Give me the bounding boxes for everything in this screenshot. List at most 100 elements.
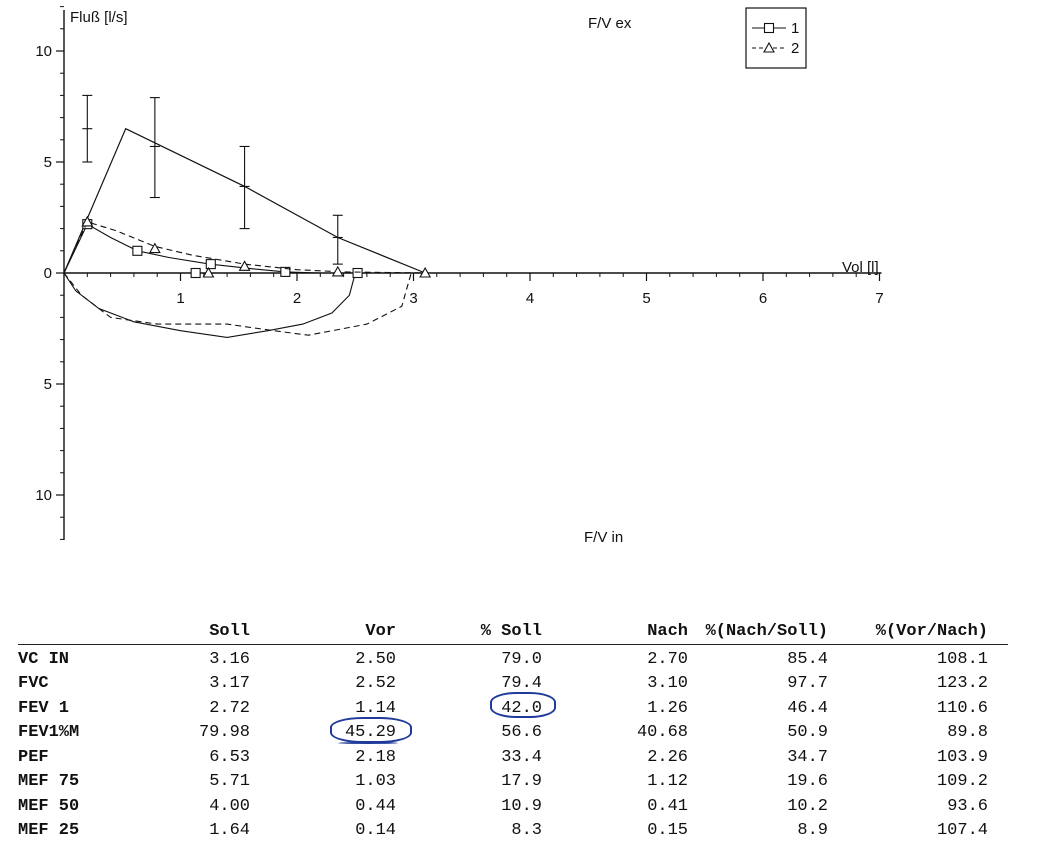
series-2-triangle-marker	[202, 266, 215, 278]
table-row: PEF 6.53 2.18 33.4 2.26 34.7 103.9	[18, 745, 1008, 770]
table-cell: 0.41	[647, 796, 688, 816]
row-label: MEF 75	[18, 772, 80, 792]
table-cell: 93.6	[947, 796, 988, 816]
series-2-triangle-marker	[419, 266, 432, 278]
x-tick-label: 4	[526, 290, 534, 307]
row-label: MEF 25	[18, 821, 80, 841]
chart-title-in: F/V in	[584, 529, 623, 546]
table-row: MEF 25 1.64 0.14 8.3 0.15 8.9 107.4	[18, 819, 1008, 844]
y-tick-label: 5	[44, 376, 52, 393]
table-cell: 33.4	[501, 747, 542, 767]
table-row: FEV1%M 79.98 45.29 56.6 40.68 50.9 89.8	[18, 721, 1008, 746]
table-cell: 10.9	[501, 796, 542, 816]
table-cell: 0.15	[647, 821, 688, 841]
table-cell: 40.68	[636, 723, 688, 743]
table-cell: 1.26	[647, 698, 688, 718]
table-cell: 89.8	[947, 723, 988, 743]
table-cell: 45.29	[344, 723, 396, 743]
x-tick-label: 2	[293, 290, 301, 307]
table-cell: 42.0	[501, 698, 542, 718]
table-cell: 50.9	[787, 723, 828, 743]
table-cell: 5.71	[209, 772, 250, 792]
flow-volume-chart: Fluß [l/s] F/V ex F/V in Vol [l] 0 5 10 5 10…	[35, 6, 884, 546]
table-cell: 107.4	[936, 821, 988, 841]
table-cell: 56.6	[501, 723, 542, 743]
table-cell: 1.12	[647, 772, 688, 792]
legend-box	[745, 7, 807, 69]
table-cell: 0.44	[355, 796, 396, 816]
series-2-triangle-marker	[331, 265, 344, 277]
x-tick-label: 6	[759, 290, 767, 307]
table-cell: 8.3	[511, 821, 542, 841]
table-cell: 123.2	[936, 674, 988, 694]
series-1-square-marker	[132, 245, 143, 256]
row-label: VC IN	[18, 649, 70, 669]
header-cell: %(Nach/Soll)	[705, 621, 828, 641]
table-cell: 109.2	[936, 772, 988, 792]
y-tick-label: 5	[44, 154, 52, 171]
row-label: PEF	[18, 747, 49, 767]
plot-area	[63, 94, 432, 338]
table-cell: 8.9	[797, 821, 828, 841]
header-cell: Soll	[209, 621, 250, 641]
table-cell: 97.7	[787, 674, 828, 694]
chart-title-ex: F/V ex	[588, 15, 632, 32]
x-axis-label: Vol [l]	[842, 259, 879, 276]
table-cell: 46.4	[787, 698, 828, 718]
series-2-triangle-marker	[238, 260, 251, 271]
table-header: Soll Vor % Soll Nach %(Nach/Soll) %(Vor/…	[18, 618, 1008, 645]
row-label: MEF 50	[18, 796, 80, 816]
series-2-expiration-line	[63, 221, 426, 274]
spirometry-table: Soll Vor % Soll Nach %(Nach/Soll) %(Vor/…	[18, 618, 1008, 843]
table-cell: 2.72	[209, 698, 250, 718]
series-1-expiration-line	[63, 223, 358, 274]
y-tick-label: 10	[35, 43, 52, 60]
table-cell: 79.0	[501, 649, 542, 669]
row-label: FEV 1	[18, 698, 70, 718]
table-cell: 0.14	[355, 821, 396, 841]
table-cell: 79.98	[198, 723, 250, 743]
x-tick-label: 5	[642, 290, 650, 307]
table-cell: 2.52	[355, 674, 396, 694]
table-cell: 1.64	[209, 821, 250, 841]
series-1-square-marker	[352, 267, 363, 279]
series-2-triangle-marker	[148, 242, 161, 254]
series-1-square-marker	[190, 267, 201, 279]
series-1-inspiration-line	[63, 272, 356, 338]
y-tick-label: 10	[35, 487, 52, 504]
x-tick-label: 1	[176, 290, 184, 307]
legend-triangle-marker	[763, 41, 775, 53]
table-row: MEF 50 4.00 0.44 10.9 0.41 10.2 93.6	[18, 794, 1008, 819]
table-cell: 108.1	[936, 649, 988, 669]
table-cell: 2.70	[647, 649, 688, 669]
table-row: VC IN 3.16 2.50 79.0 2.70 85.4 108.1	[18, 647, 1008, 672]
table-cell: 2.18	[355, 747, 396, 767]
series-2-inspiration-line	[63, 272, 412, 336]
x-tick-label: 7	[875, 290, 883, 307]
table-cell: 4.00	[209, 796, 250, 816]
legend-label: 2	[791, 40, 799, 57]
series-1-square-marker	[280, 266, 291, 277]
pen-underline-annotation	[338, 742, 398, 744]
series-1-square-marker	[205, 259, 216, 270]
table-cell: 3.10	[647, 674, 688, 694]
header-cell: %(Vor/Nach)	[875, 621, 988, 641]
table-cell: 2.50	[355, 649, 396, 669]
table-cell: 10.2	[787, 796, 828, 816]
y-tick-label: 0	[44, 265, 52, 282]
table-row: MEF 75 5.71 1.03 17.9 1.12 19.6 109.2	[18, 770, 1008, 795]
table-cell: 85.4	[787, 649, 828, 669]
table-cell: 1.03	[355, 772, 396, 792]
x-tick-label: 3	[409, 290, 417, 307]
table-cell: 6.53	[209, 747, 250, 767]
table-cell: 3.17	[209, 674, 250, 694]
legend-label: 1	[791, 20, 799, 37]
table-cell: 1.14	[355, 698, 396, 718]
series-2-triangle-marker	[81, 215, 94, 227]
legend: 12	[745, 7, 807, 69]
table-row: FEV 1 2.72 1.14 42.0 1.26 46.4 110.6	[18, 696, 1008, 721]
header-cell: % Soll	[480, 621, 542, 641]
row-label: FVC	[18, 674, 49, 694]
table-cell: 79.4	[501, 674, 542, 694]
table-cell: 3.16	[209, 649, 250, 669]
